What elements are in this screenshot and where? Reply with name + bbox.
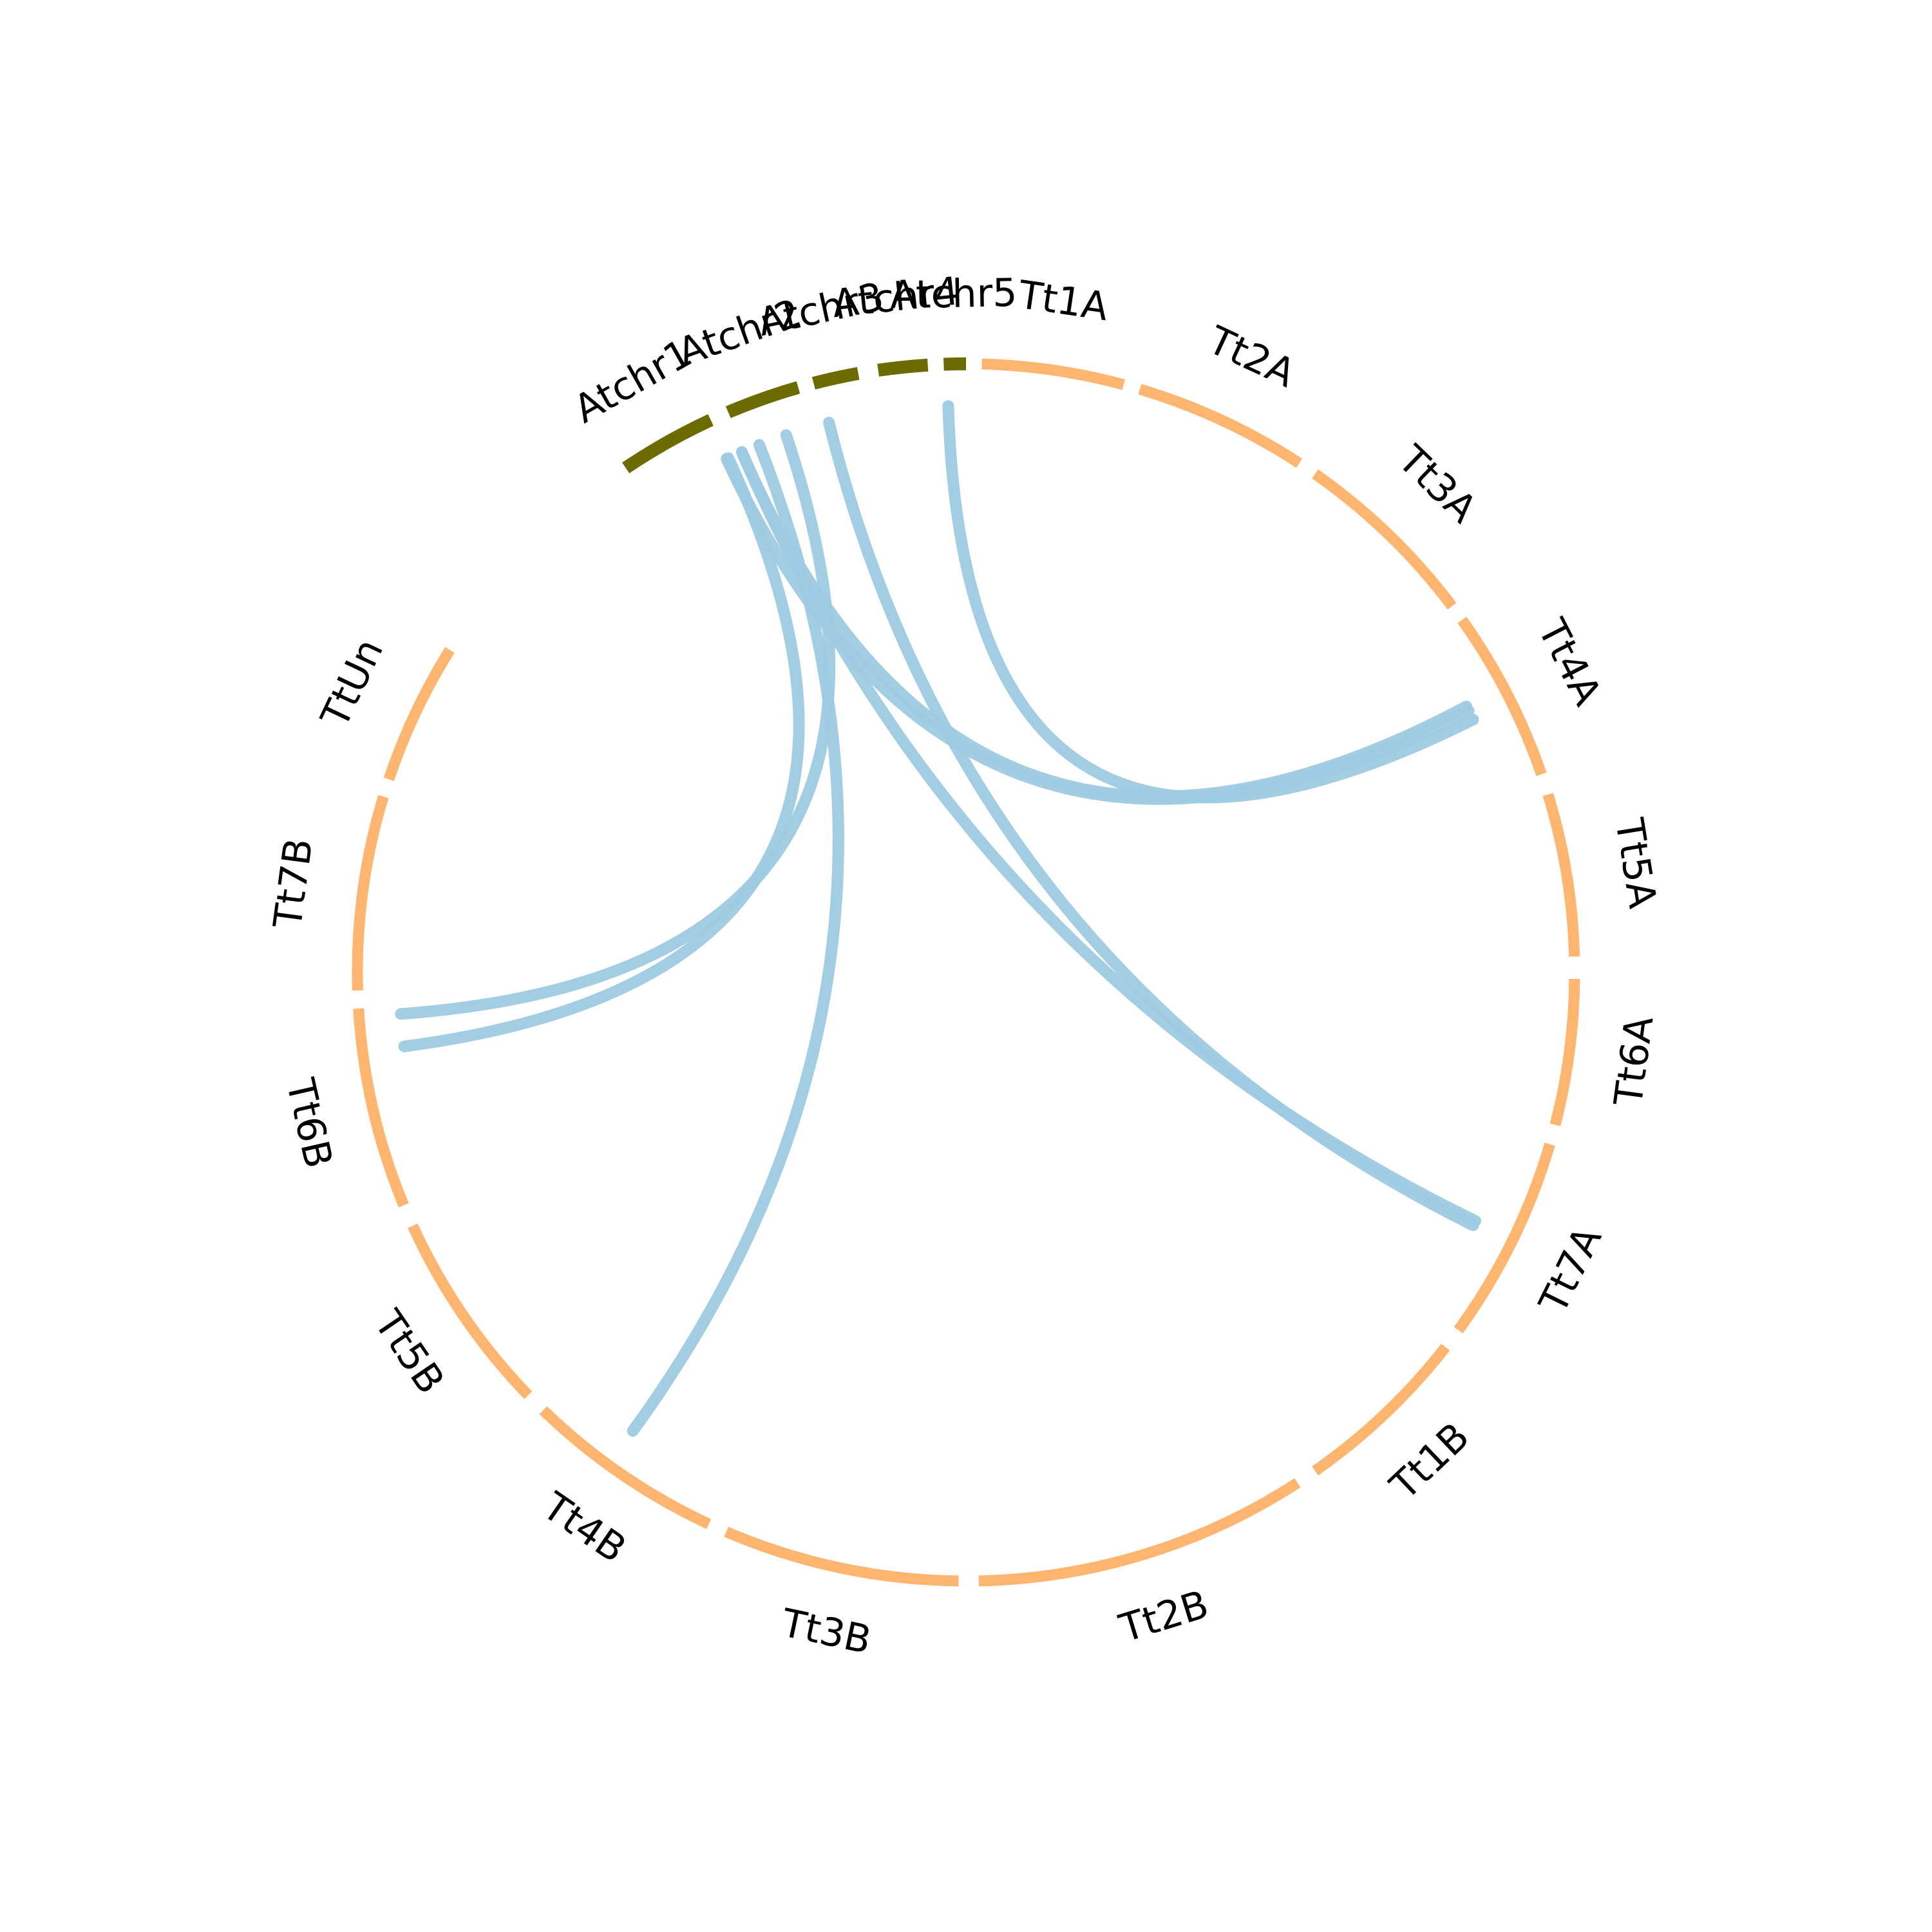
chromosome-arc-atchr1 [622,414,714,473]
chromosome-arc-tt7a [1454,1142,1555,1334]
chromosome-arc-tt3a [1312,469,1457,610]
link-atchr2-tt7a [735,446,1481,1227]
chromosome-arcs [352,357,1580,1587]
chromosome-arc-atchr5 [943,357,967,371]
link-atchr1-tt7b [398,452,805,1052]
chromosome-arc-tt5a [1542,793,1580,957]
chromosome-label-atchr5: Atchr5 [889,270,1018,318]
link-atchr4-tt7a [823,417,1479,1231]
chromosome-labels: Atchr1Atchr2Atchr3Atchr4Atchr5Tt1ATt2ATt… [265,269,1665,1663]
synteny-links [395,400,1481,1437]
chromosome-arc-tt2a [1138,384,1303,468]
chromosome-arc-tt6b [353,1008,409,1208]
chromosome-arc-tt5b [408,1223,533,1399]
chromosome-arc-tt1b [1312,1343,1450,1476]
chromosome-label-tt2b: Tt2B [1114,1582,1214,1651]
chromosome-label-tt6a: Tt6A [1605,1014,1662,1109]
chromosome-label-tt5b: Tt5B [365,1302,453,1403]
chromosome-arc-tt4a [1457,616,1547,777]
chromosome-label-tt2a: Tt2A [1201,317,1302,397]
chromosome-label-tt7a: Tt7A [1530,1220,1611,1321]
chromosome-label-ttun: TtUn [312,632,392,734]
chromosome-arc-tt1a [981,358,1125,390]
chromosome-label-tt7b: Tt7B [265,836,322,932]
chromosome-arc-tt6a [1549,978,1580,1126]
chromosome-arc-tt2b [978,1478,1301,1587]
chromosome-label-tt1a: Tt1A [1015,272,1111,330]
chromosome-label-tt5a: Tt5A [1606,815,1665,911]
chromosome-label-tt4a: Tt4A [1528,612,1609,713]
chromosome-label-tt6b: Tt6B [277,1074,341,1173]
chromosome-arc-atchr3 [811,367,860,390]
chromosome-label-tt3b: Tt3B [777,1600,875,1663]
chromosome-arc-ttun [383,647,455,781]
chromosome-arc-atchr2 [725,381,800,419]
chromosome-label-tt1b: Tt1B [1381,1414,1478,1510]
link-atchr5-tt4a [942,400,1479,804]
chromosome-label-tt4b: Tt4B [534,1484,634,1572]
chromosome-arc-tt4b [539,1406,712,1530]
chromosome-arc-tt3b [724,1526,959,1587]
chromosome-arc-atchr4 [877,358,929,377]
chromosome-arc-tt7b [352,795,389,991]
chromosome-label-tt3a: Tt3A [1389,437,1486,532]
link-atchr1-tt4a [721,453,1475,805]
link-atchr3-tt7b [395,429,836,1020]
